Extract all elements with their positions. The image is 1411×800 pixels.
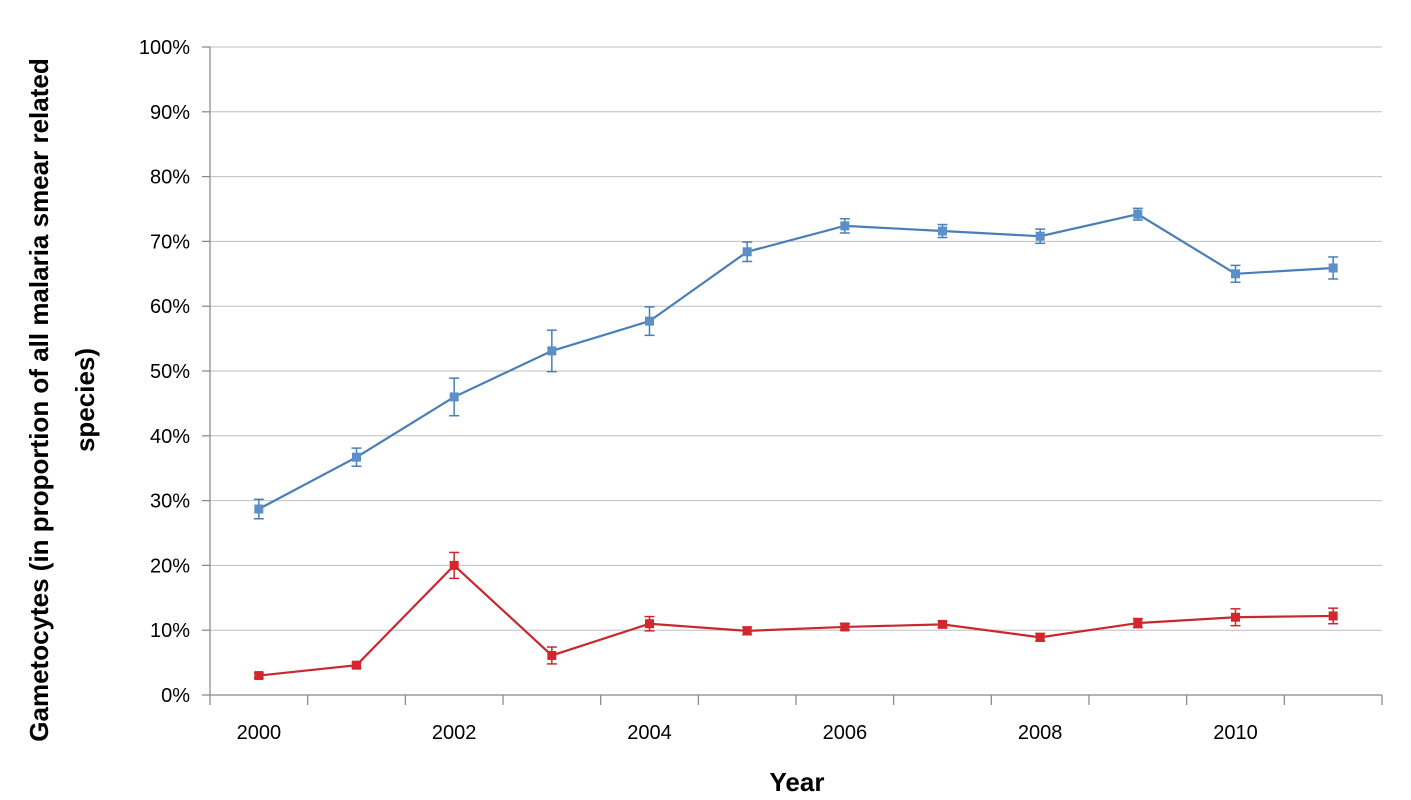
data-point [645,316,654,326]
data-point [1231,269,1240,279]
data-point [547,346,557,356]
x-tick-label: 2002 [432,722,477,744]
series-line [258,213,1334,510]
series-1 [253,207,1339,520]
data-point [1133,209,1143,219]
axes [202,46,1383,705]
y-tick-label: 10% [150,620,190,642]
data-point [840,221,850,231]
y-tick-label: 100% [139,37,190,59]
data-point [938,619,947,629]
y-tick-label: 20% [150,555,190,577]
y-tick-label: 70% [150,231,190,253]
x-tick-label: 2004 [627,722,672,744]
x-tick-label: 2010 [1213,722,1258,744]
y-tick-label: 90% [150,102,190,124]
x-tick-label: 2000 [237,722,282,744]
data-point [449,392,459,402]
x-tick-labels: 2000 2002 2004 2006 2008 2010 [237,722,1258,744]
data-point [840,622,850,632]
y-tick-label: 40% [150,426,190,448]
data-point [1328,263,1338,273]
data-point [938,226,947,236]
data-point [254,504,264,514]
series-line [258,563,1334,677]
data-point [742,626,752,636]
y-tick-label: 50% [150,361,190,383]
data-point [254,671,264,681]
y-axis-title: Gametocytes (in proportion of all malari… [24,58,100,741]
y-axis-title-line-1: Gametocytes (in proportion of all malari… [24,58,54,741]
data-point [352,660,361,670]
series-2 [253,551,1339,681]
gridlines [210,46,1382,631]
x-tick-label: 2008 [1018,722,1063,744]
data-point [1231,612,1240,622]
data-point [742,247,752,257]
data-point [1133,618,1143,628]
data-point [1328,611,1338,621]
y-tick-label: 30% [150,491,190,513]
data-point [645,619,654,629]
y-tick-label: 60% [150,296,190,318]
data-point [547,650,557,660]
x-axis-title: Year [770,767,825,797]
data-point [1035,231,1045,241]
y-axis-title-line-2: species) [70,348,100,452]
data-point [352,452,361,462]
series [253,207,1339,681]
data-point [449,560,459,570]
x-tick-label: 2006 [823,722,868,744]
data-point [1035,632,1045,642]
y-tick-labels: 0% 10% 20% 30% 40% 50% 60% 70% 80% 90% 100% [139,37,190,707]
y-tick-label: 80% [150,167,190,189]
y-tick-label: 0% [161,685,190,707]
